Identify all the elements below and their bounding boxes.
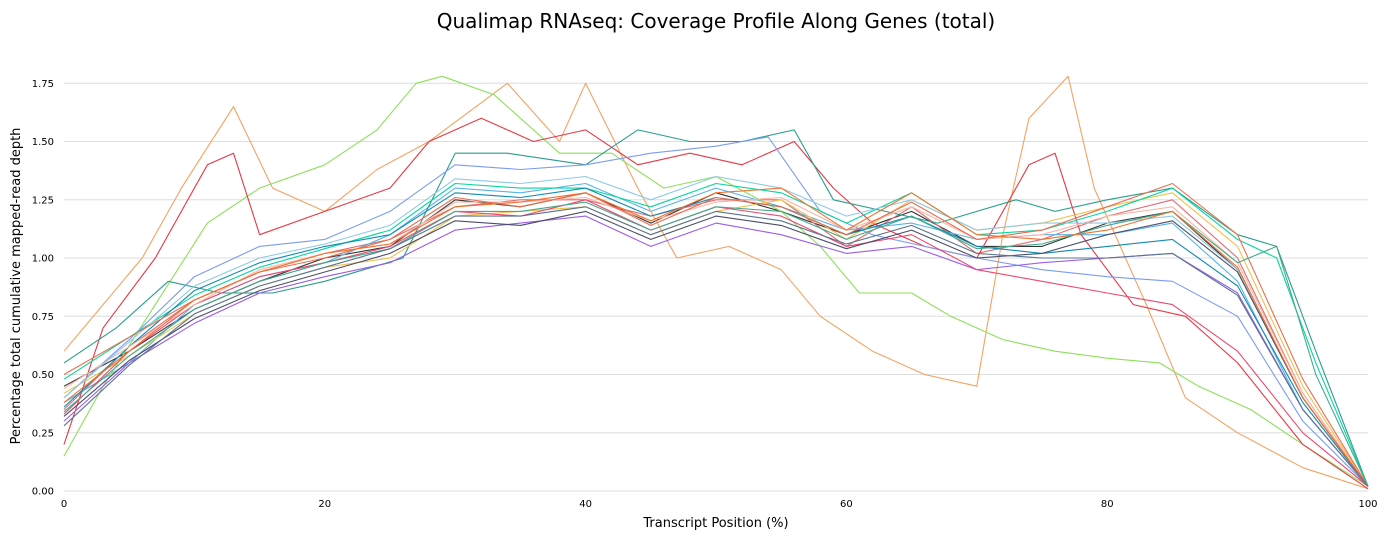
x-tick-label: 80 [1101,499,1114,510]
y-axis-label: Percentage total cumulative mapped-read … [9,128,24,445]
x-tick-label: 100 [1358,499,1377,510]
coverage-line-20 [63,206,1369,487]
grid [64,82,1368,492]
y-tick-label: 1.00 [32,254,54,265]
coverage-line-13 [63,187,1369,487]
coverage-line-7 [63,129,1369,487]
y-tick-label: 1.25 [32,195,54,206]
coverage-line-6 [63,117,1369,490]
x-tick-label: 20 [318,499,331,510]
coverage-line-16 [63,210,1369,487]
coverage-line-3 [63,182,1369,487]
coverage-line-15 [63,175,1369,487]
y-tick-label: 0.50 [32,370,54,381]
y-tick-label: 0.00 [32,487,54,498]
y-tick-label: 0.75 [32,312,54,323]
coverage-line-19 [63,187,1369,487]
x-tick-label: 60 [840,499,853,510]
y-axis-ticks: 0.00 0.25 0.50 0.75 1.00 1.25 1.50 1.75 [32,79,54,498]
coverage-line-4 [63,75,1369,490]
x-axis-label: Transcript Position (%) [642,516,788,531]
x-tick-label: 40 [579,499,592,510]
coverage-line-18 [63,201,1369,487]
coverage-line-1 [63,192,1369,487]
coverage-line-9 [63,192,1369,487]
coverage-line-14 [63,196,1369,487]
coverage-line-2 [63,199,1369,487]
y-tick-label: 0.25 [32,428,54,439]
coverage-line-8 [63,136,1369,487]
series-lines [63,75,1369,490]
coverage-line-12 [63,199,1369,487]
x-tick-label: 0 [61,499,67,510]
y-tick-label: 1.75 [32,79,54,90]
x-axis-ticks: 0 20 40 60 80 100 [61,499,1378,510]
coverage-line-11 [63,182,1369,487]
y-tick-label: 1.50 [32,137,54,148]
coverage-line-10 [63,215,1369,487]
coverage-line-17 [63,182,1369,487]
chart-title: Qualimap RNAseq: Coverage Profile Along … [437,9,995,33]
